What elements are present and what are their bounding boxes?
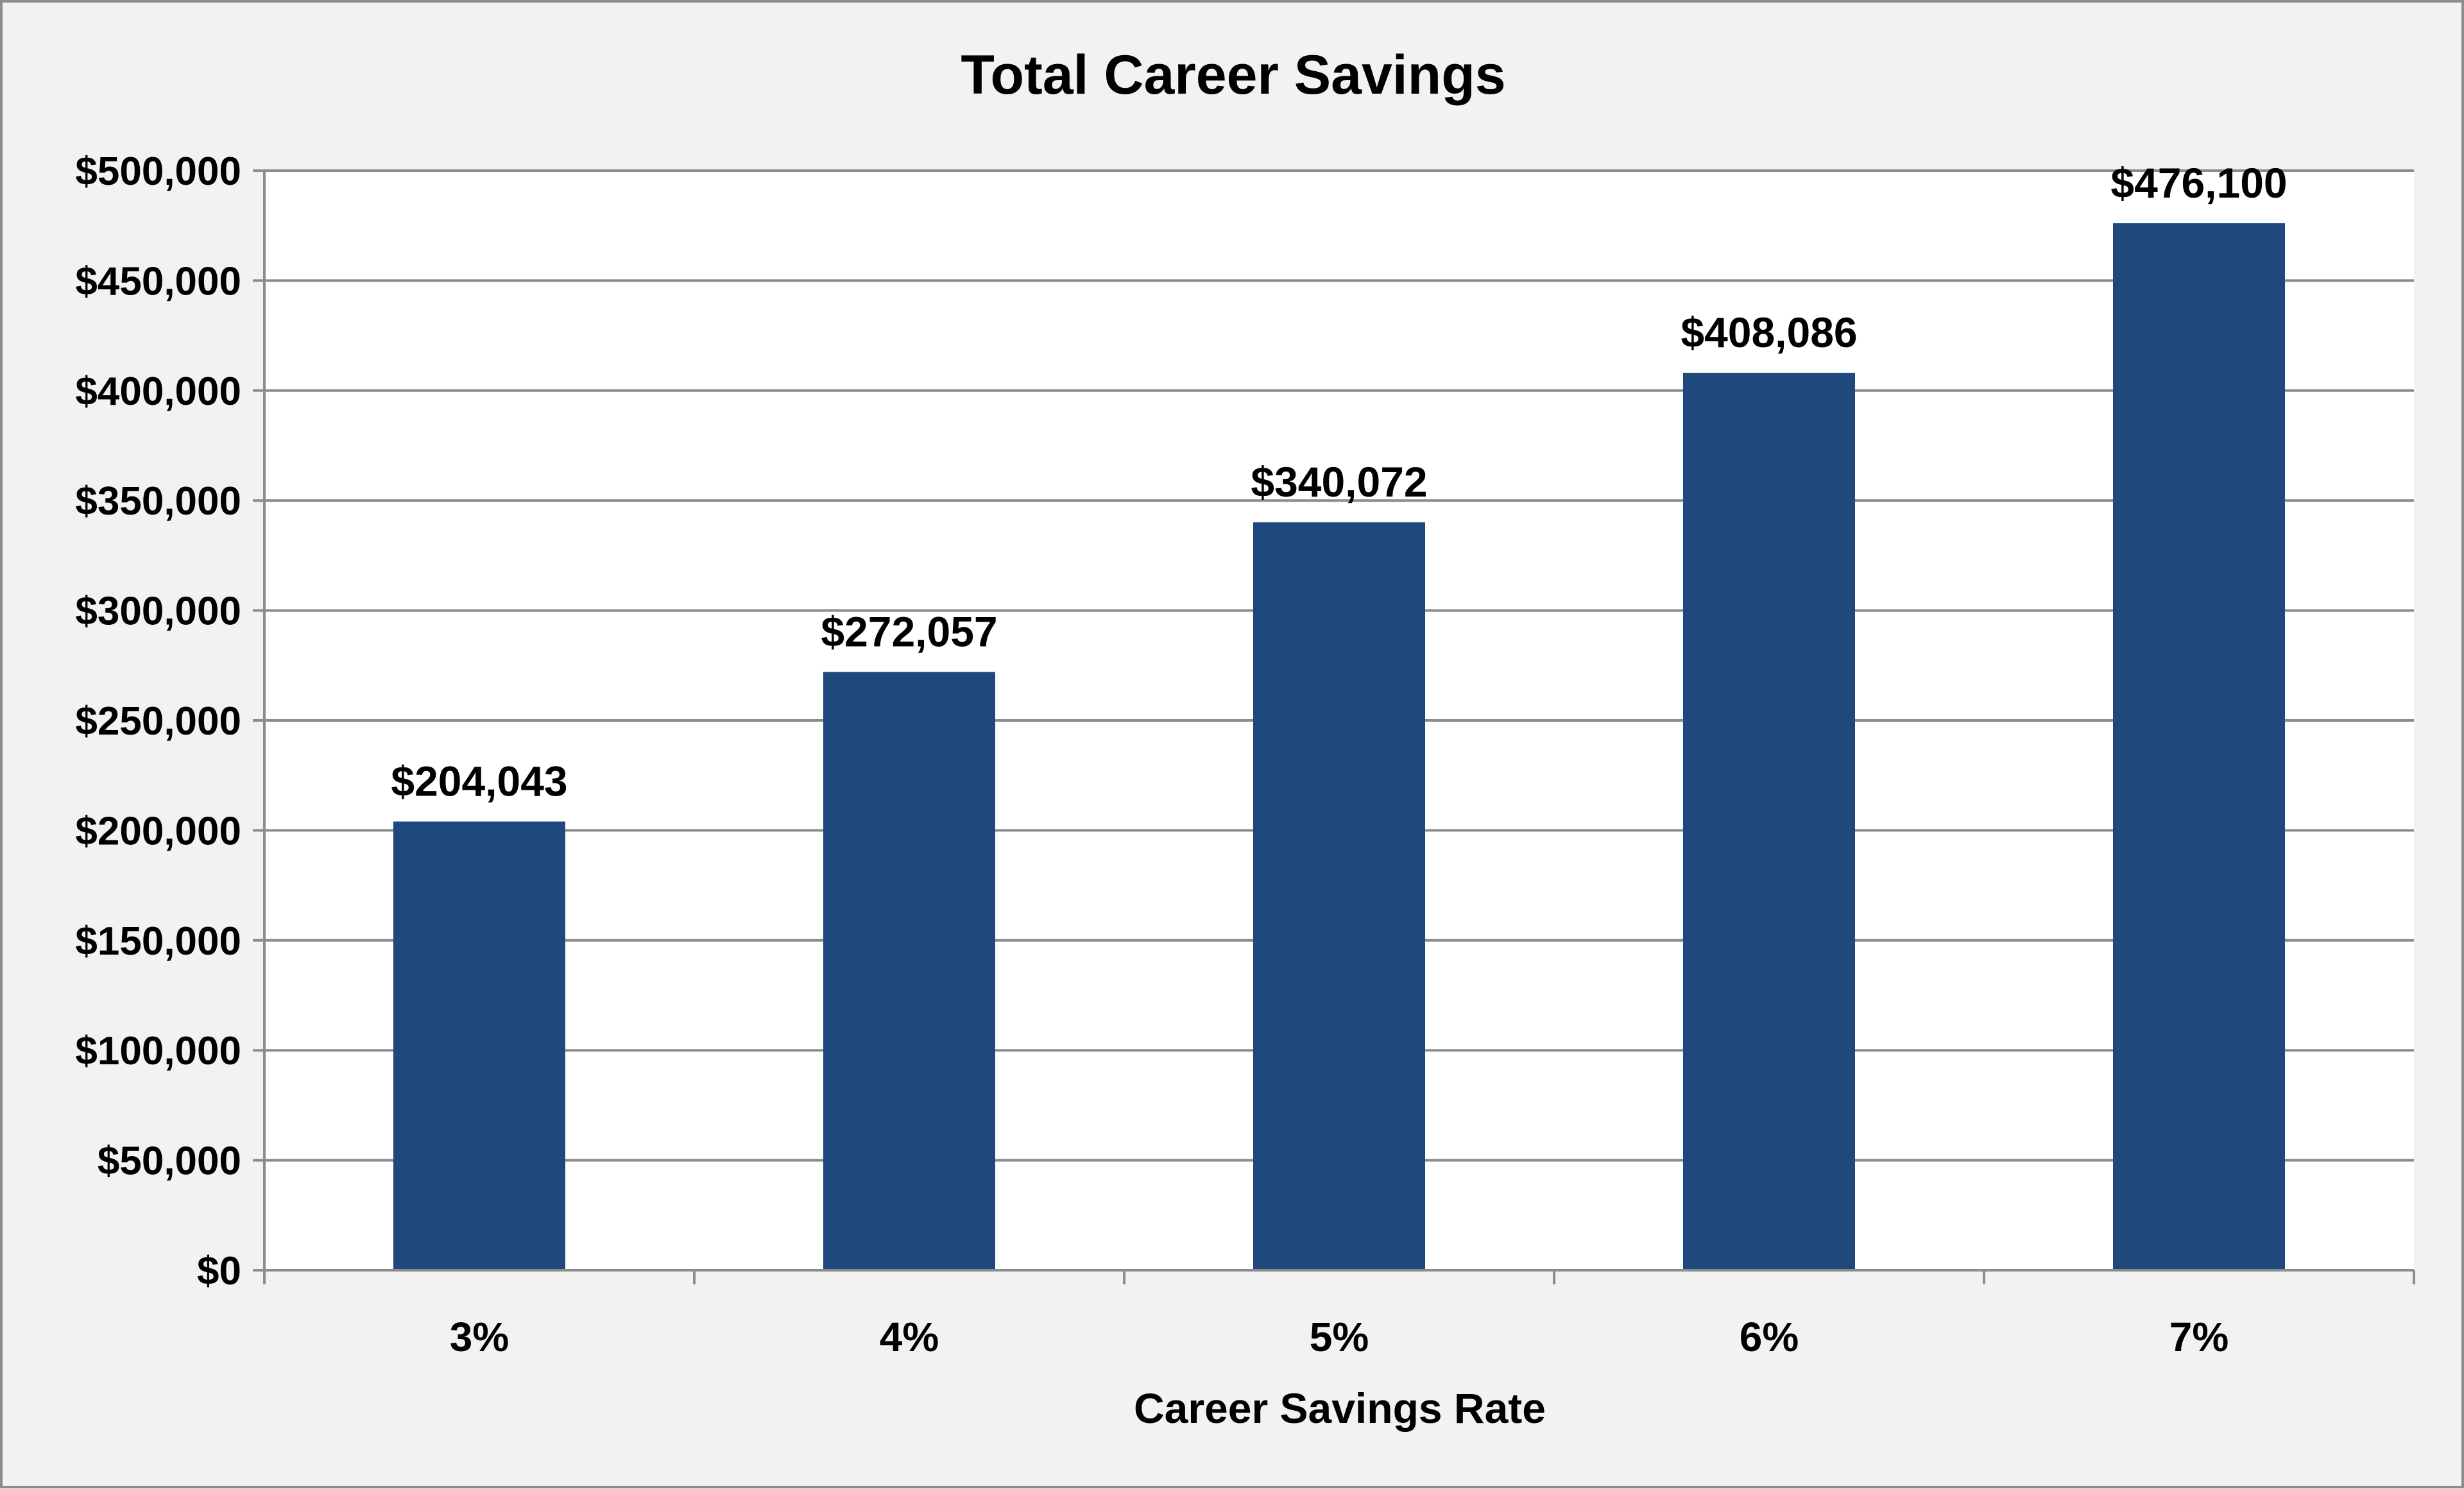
data-labels: $204,043 $272,057 $340,072 $408,086 $476,100 (391, 159, 2287, 805)
y-tick-label: $350,000 (75, 479, 241, 523)
bar-7pct (2113, 223, 2285, 1270)
y-tick-label: $150,000 (75, 919, 241, 964)
bar-chart: Total Career Savings $0 $50,000 $100,000 $1… (75, 44, 2415, 1432)
x-tick-label: 5% (1310, 1314, 1369, 1360)
y-tick-label: $300,000 (75, 590, 241, 634)
y-tick-label: $400,000 (75, 370, 241, 414)
x-tick-label: 3% (450, 1314, 509, 1360)
y-tick-label: $450,000 (75, 259, 241, 303)
data-label: $476,100 (2110, 159, 2287, 207)
bar-6pct (1683, 373, 1855, 1270)
y-tick-label: $500,000 (75, 149, 241, 194)
x-axis-tick-labels: 3% 4% 5% 6% 7% (450, 1314, 2229, 1360)
axes (253, 169, 2415, 1284)
bars (393, 223, 2285, 1270)
y-tick-label: $0 (197, 1249, 241, 1293)
x-tick-label: 6% (1740, 1314, 1799, 1360)
bar-3pct (393, 821, 565, 1270)
y-tick-label: $250,000 (75, 699, 241, 744)
bar-5pct (1253, 522, 1425, 1270)
y-tick-label: $50,000 (98, 1139, 241, 1184)
x-axis-title: Career Savings Rate (1134, 1384, 1546, 1432)
data-label: $272,057 (821, 608, 997, 655)
data-label: $340,072 (1251, 458, 1427, 506)
y-axis-tick-labels: $0 $50,000 $100,000 $150,000 $200,000 $250,00… (75, 149, 241, 1293)
x-tick-label: 4% (880, 1314, 939, 1360)
x-tick-label: 7% (2169, 1314, 2229, 1360)
y-tick-label: $200,000 (75, 809, 241, 853)
bar-4pct (823, 672, 995, 1270)
data-label: $408,086 (1681, 309, 1857, 356)
y-tick-label: $100,000 (75, 1029, 241, 1073)
data-label: $204,043 (391, 758, 567, 805)
chart-title: Total Career Savings (961, 44, 1505, 106)
